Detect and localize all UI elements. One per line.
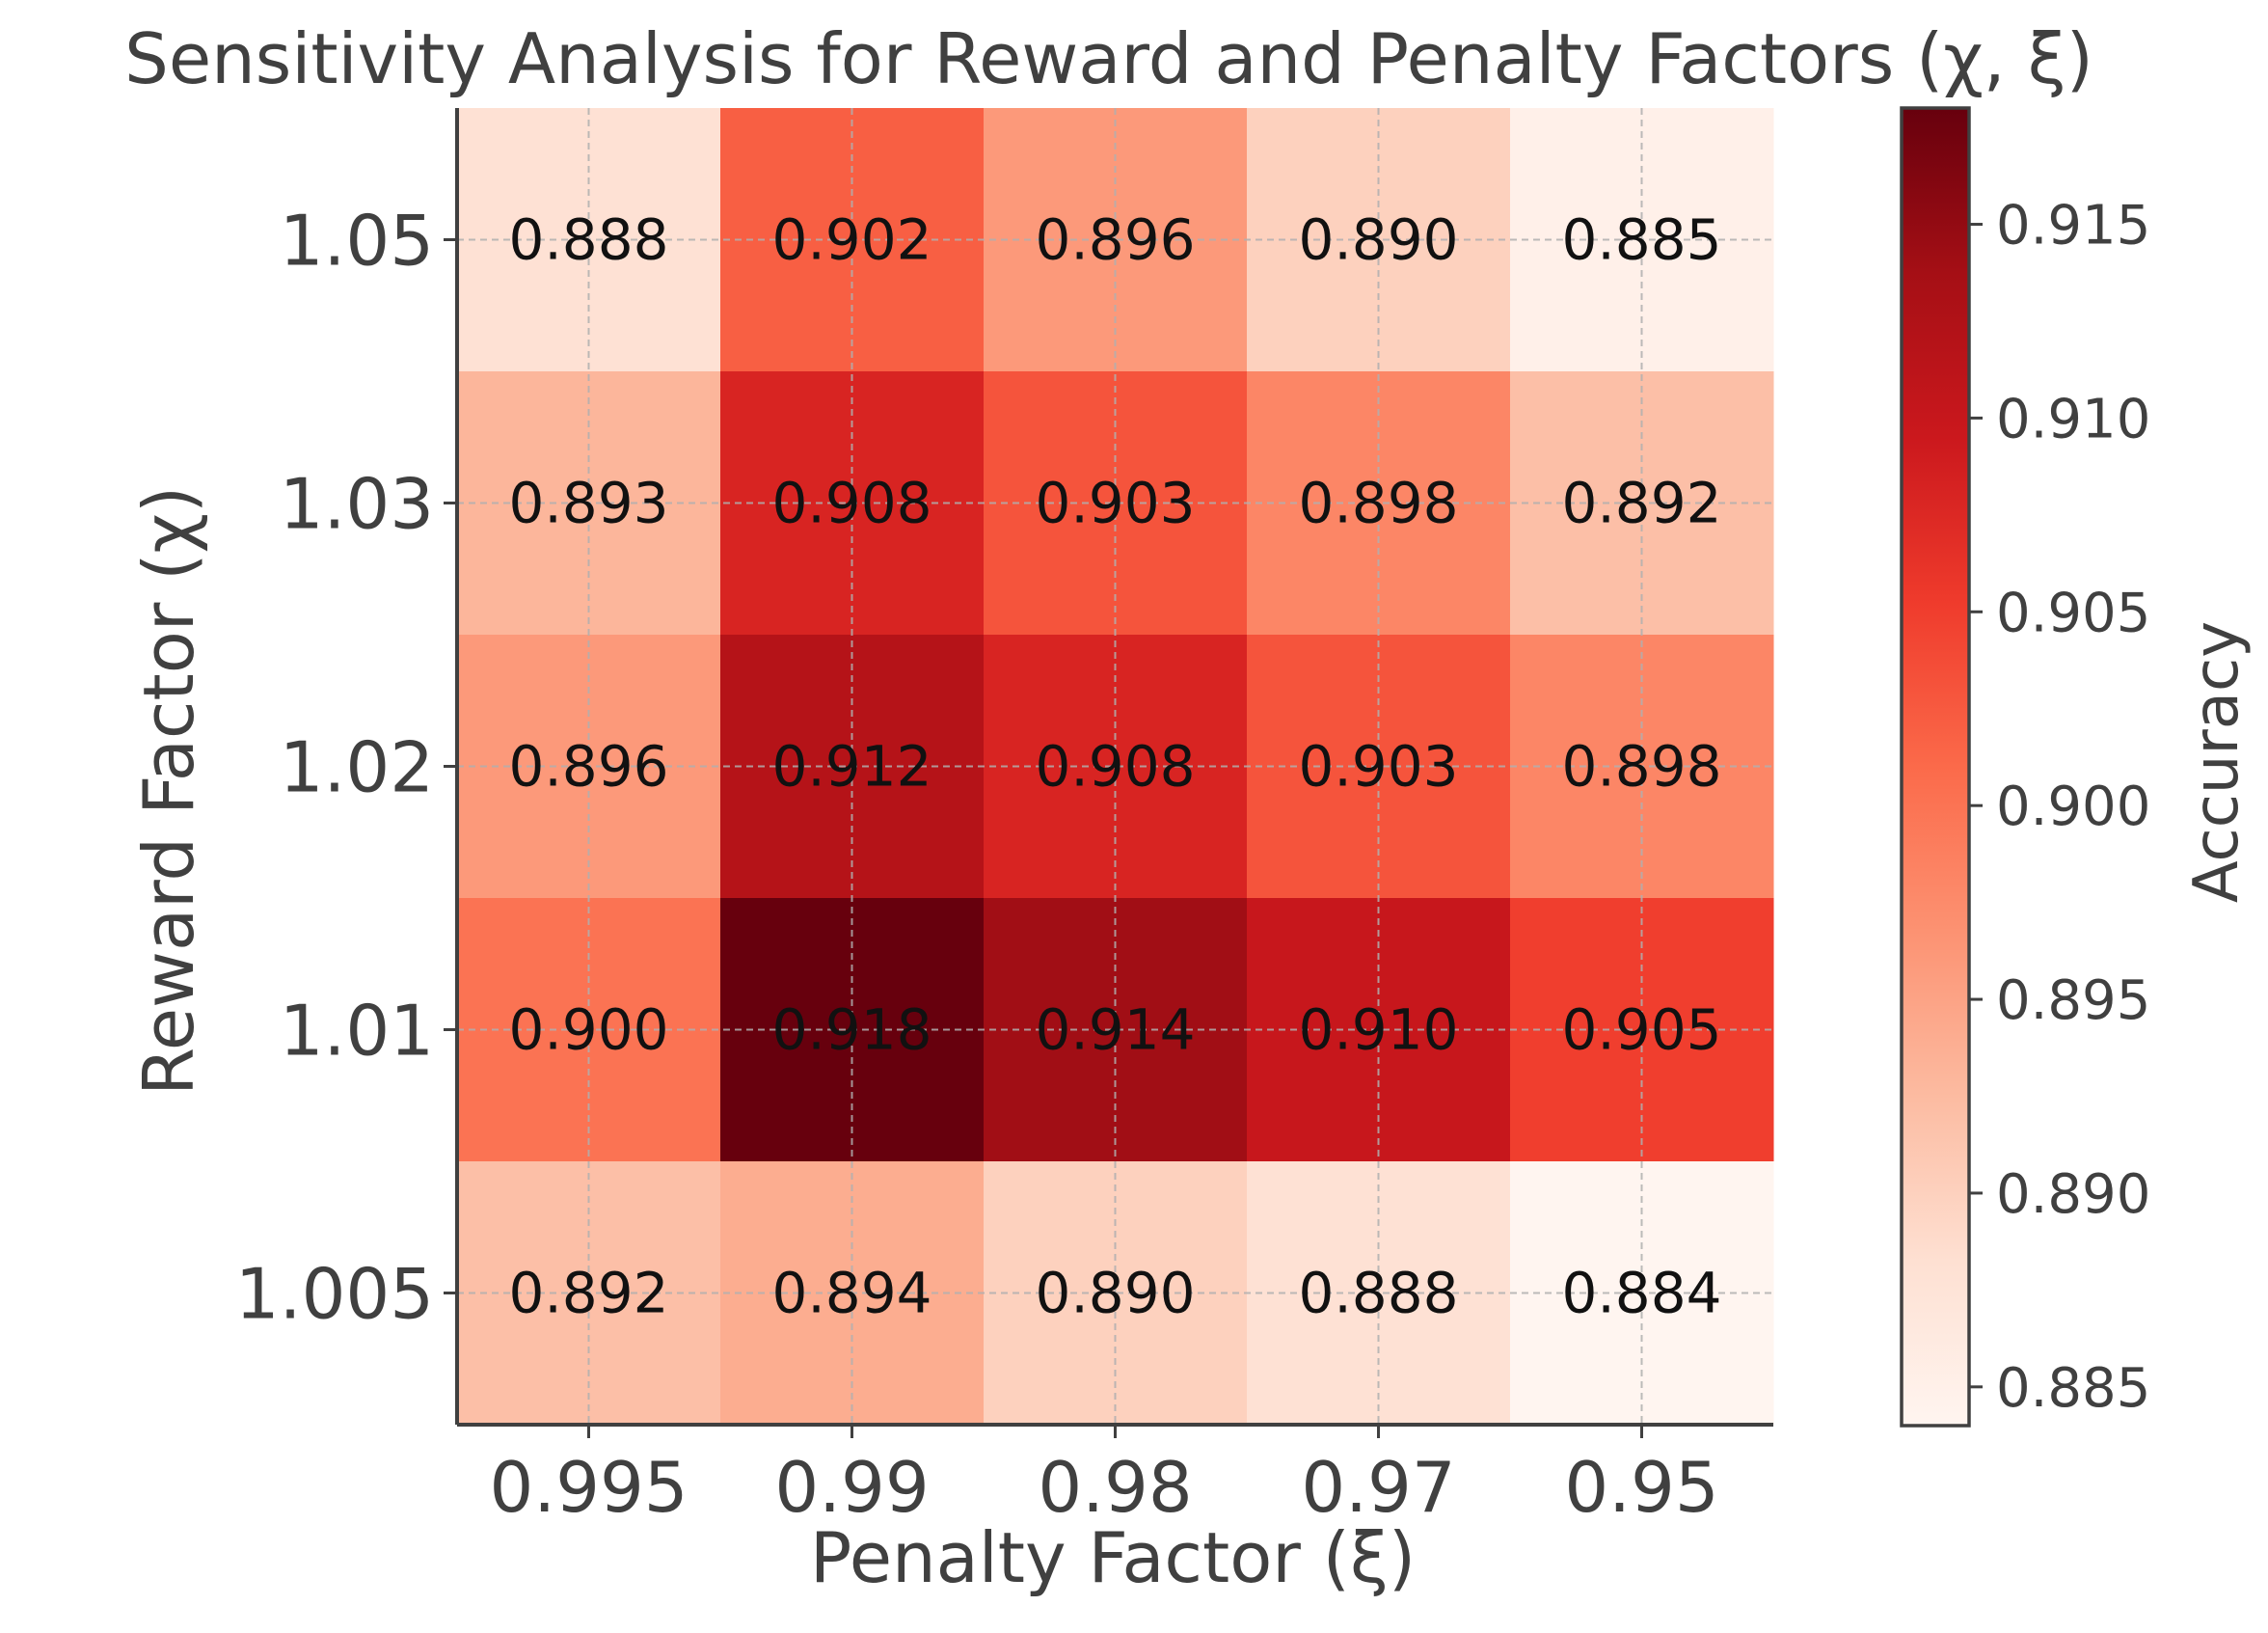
y-tick-label: 1.01 bbox=[280, 991, 434, 1072]
cell-value-label: 0.905 bbox=[1561, 997, 1721, 1063]
cell-value-label: 0.890 bbox=[1035, 1261, 1195, 1326]
y-tick-label: 1.03 bbox=[280, 464, 434, 545]
axes: 0.995 0.99 0.98 0.97 0.95 1.05 1.03 1.02 1.01 1.0… bbox=[235, 108, 1773, 1528]
cell-value-label: 0.884 bbox=[1561, 1261, 1721, 1326]
x-tick-label: 0.995 bbox=[489, 1447, 688, 1528]
y-tick-label: 1.005 bbox=[235, 1254, 434, 1335]
cell-value-label: 0.896 bbox=[1035, 207, 1195, 273]
cell-value-label: 0.914 bbox=[1035, 997, 1195, 1063]
cell-value-label: 0.896 bbox=[508, 734, 668, 800]
cell-value-label: 0.910 bbox=[1298, 997, 1458, 1063]
cell-value-label: 0.908 bbox=[1035, 734, 1195, 800]
y-tick-label: 1.05 bbox=[280, 201, 434, 282]
cell-value-label: 0.902 bbox=[771, 207, 932, 273]
colorbar-label: Accuracy bbox=[2181, 621, 2253, 903]
cell-value-label: 0.912 bbox=[771, 734, 932, 800]
x-tick-label: 0.99 bbox=[774, 1447, 929, 1528]
colorbar-tick-label: 0.895 bbox=[1996, 969, 2150, 1032]
cell-value-label: 0.892 bbox=[1561, 471, 1721, 536]
colorbar: 0.885 0.890 0.895 0.900 0.905 0.910 0.915 bbox=[1900, 106, 2150, 1428]
cell-value-label: 0.900 bbox=[508, 997, 668, 1063]
cell-value-label: 0.885 bbox=[1561, 207, 1721, 273]
colorbar-tick-label: 0.885 bbox=[1996, 1357, 2150, 1420]
colorbar-tick-label: 0.915 bbox=[1996, 195, 2150, 258]
cell-value-label: 0.892 bbox=[508, 1261, 668, 1326]
cell-value-label: 0.903 bbox=[1035, 471, 1195, 536]
cell-value-label: 0.888 bbox=[508, 207, 668, 273]
cell-value-label: 0.908 bbox=[771, 471, 932, 536]
x-tick-label: 0.98 bbox=[1038, 1447, 1192, 1528]
colorbar-tick-label: 0.905 bbox=[1996, 582, 2150, 644]
cell-value-label: 0.888 bbox=[1298, 1261, 1458, 1326]
cell-value-label: 0.890 bbox=[1298, 207, 1458, 273]
y-tick-label: 1.02 bbox=[280, 727, 434, 808]
x-tick-label: 0.95 bbox=[1564, 1447, 1718, 1528]
colorbar-tick-label: 0.890 bbox=[1996, 1163, 2150, 1226]
colorbar-tick-label: 0.910 bbox=[1996, 388, 2150, 450]
cell-value-label: 0.918 bbox=[771, 997, 932, 1063]
x-axis-label: Penalty Factor (ξ) bbox=[810, 1517, 1416, 1598]
cell-value-label: 0.893 bbox=[508, 471, 668, 536]
cell-value-label: 0.894 bbox=[771, 1261, 932, 1326]
cell-value-label: 0.898 bbox=[1298, 471, 1458, 536]
cell-value-label: 0.903 bbox=[1298, 734, 1458, 800]
chart-title: Sensitivity Analysis for Reward and Pena… bbox=[124, 18, 2093, 99]
x-tick-label: 0.97 bbox=[1301, 1447, 1455, 1528]
y-axis-label: Reward Factor (χ) bbox=[128, 486, 209, 1096]
colorbar-gradient bbox=[1900, 106, 1971, 1428]
cell-value-label: 0.898 bbox=[1561, 734, 1721, 800]
colorbar-tick-label: 0.900 bbox=[1996, 776, 2150, 838]
cell-annotations: 0.888 0.902 0.896 0.890 0.885 0.893 0.908 0.903… bbox=[508, 207, 1721, 1326]
